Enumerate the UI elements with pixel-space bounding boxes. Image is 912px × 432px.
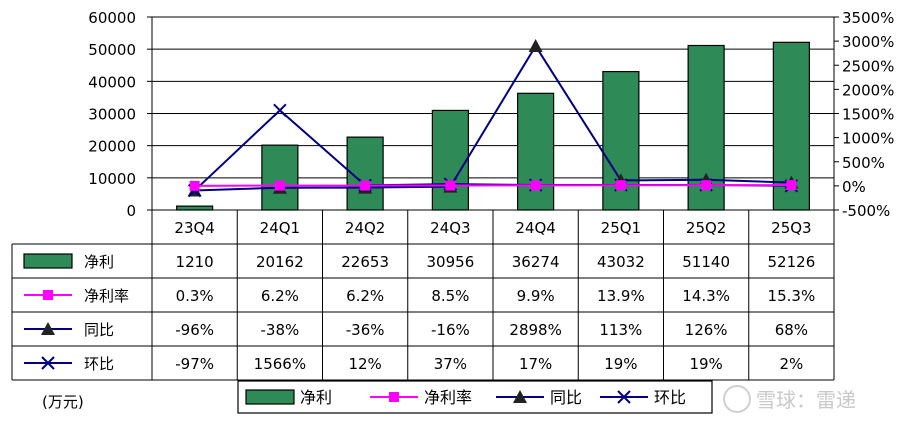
data-label: 13.9% [597,287,645,305]
square-marker [274,180,285,191]
data-label: 6.2% [346,287,384,305]
x-marker [41,356,55,370]
category-label: 24Q2 [345,219,385,237]
data-label: 1566% [254,355,306,373]
data-label: 9.9% [517,287,555,305]
data-label: 15.3% [768,287,816,305]
data-label: 12% [348,355,381,373]
category-label: 25Q1 [601,219,641,237]
data-label: 43032 [597,253,645,271]
legend-label: 净利率 [424,388,472,407]
legend-label: 净利 [300,388,332,407]
y2-tick-label: 2500% [842,57,894,75]
data-table: 23Q4 24Q1 24Q2 24Q3 24Q4 25Q1 25Q2 25Q3 净利 1210 20… [11,210,835,381]
watermark-logo-icon [723,385,751,413]
x-marker [273,103,287,118]
category-label: 23Q4 [174,219,214,237]
data-label: 2898% [509,321,561,339]
square-marker [43,290,53,300]
y-tick-label: 50000 [88,41,136,59]
data-label: -16% [431,321,470,339]
data-label: 52126 [768,253,816,271]
series-line [194,44,792,192]
series-name: 净利 [84,253,114,271]
bar [261,144,299,211]
bar-series [176,41,810,211]
legend-label: 同比 [550,388,582,407]
bar-key [245,389,295,405]
square-marker [389,392,399,402]
y-tick-label: 20000 [88,138,136,156]
data-label: 0.3% [176,287,214,305]
y-tick-label: 30000 [88,106,136,124]
data-label: 6.2% [261,287,299,305]
category-label: 25Q3 [771,219,811,237]
data-label: 8.5% [431,287,469,305]
square-marker [701,180,712,191]
data-label: 17% [519,355,552,373]
bar-key [23,253,73,269]
axis-ticks: 0 10000 20000 30000 40000 50000 60000 -500% 0% 50… [88,9,894,220]
x-marker [617,390,631,404]
data-label: 1210 [176,253,214,271]
triangle-marker [41,322,55,335]
y2-tick-label: 3500% [842,9,894,27]
bar [431,109,469,211]
data-label: -97% [175,355,214,373]
legend: 净利 净利率 同比 环比 [237,380,713,414]
data-label: 36274 [512,253,560,271]
data-label: 37% [434,355,467,373]
data-label: -38% [260,321,299,339]
triangle-marker [528,39,543,53]
bar [517,92,555,211]
square-marker [530,180,541,191]
category-label: 24Q1 [260,219,300,237]
bar [176,205,214,211]
square-marker [615,180,626,191]
data-label: 20162 [256,253,304,271]
category-label: 25Q2 [686,219,726,237]
triangle-marker [513,390,527,403]
series-name: 净利率 [84,287,129,305]
y-tick-label: 60000 [88,9,136,27]
data-label: 113% [599,321,642,339]
data-label: 68% [775,321,808,339]
y-tick-label: 0 [126,202,136,220]
legend-label: 环比 [654,388,686,407]
square-marker [786,180,797,191]
data-label: 2% [779,355,803,373]
series-name: 环比 [84,355,114,373]
series-name: 同比 [84,321,114,339]
line-series [187,39,799,198]
y2-tick-label: 1000% [842,130,894,148]
category-label: 24Q4 [515,219,555,237]
watermark: 雪球：雷递 [723,385,856,413]
y2-tick-label: -500% [842,202,890,220]
data-label: 19% [689,355,722,373]
square-marker [189,180,200,191]
square-marker [360,180,371,191]
y2-tick-label: 1500% [842,106,894,124]
data-label: 19% [604,355,637,373]
data-label: 30956 [427,253,475,271]
unit-label: (万元) [42,393,84,411]
y-tick-label: 10000 [88,170,136,188]
series-line [194,184,792,187]
data-label: 51140 [682,253,730,271]
y2-tick-label: 0% [842,178,866,196]
data-label: 126% [685,321,728,339]
category-label: 24Q3 [430,219,470,237]
y2-tick-label: 2000% [842,81,894,99]
square-marker [445,180,456,191]
data-label: 22653 [341,253,389,271]
y2-tick-label: 3000% [842,33,894,51]
data-label: 14.3% [682,287,730,305]
data-label: -36% [346,321,385,339]
y2-tick-label: 500% [842,154,885,172]
watermark-text: 雪球：雷递 [756,388,856,412]
data-label: -96% [175,321,214,339]
y-tick-label: 40000 [88,73,136,91]
